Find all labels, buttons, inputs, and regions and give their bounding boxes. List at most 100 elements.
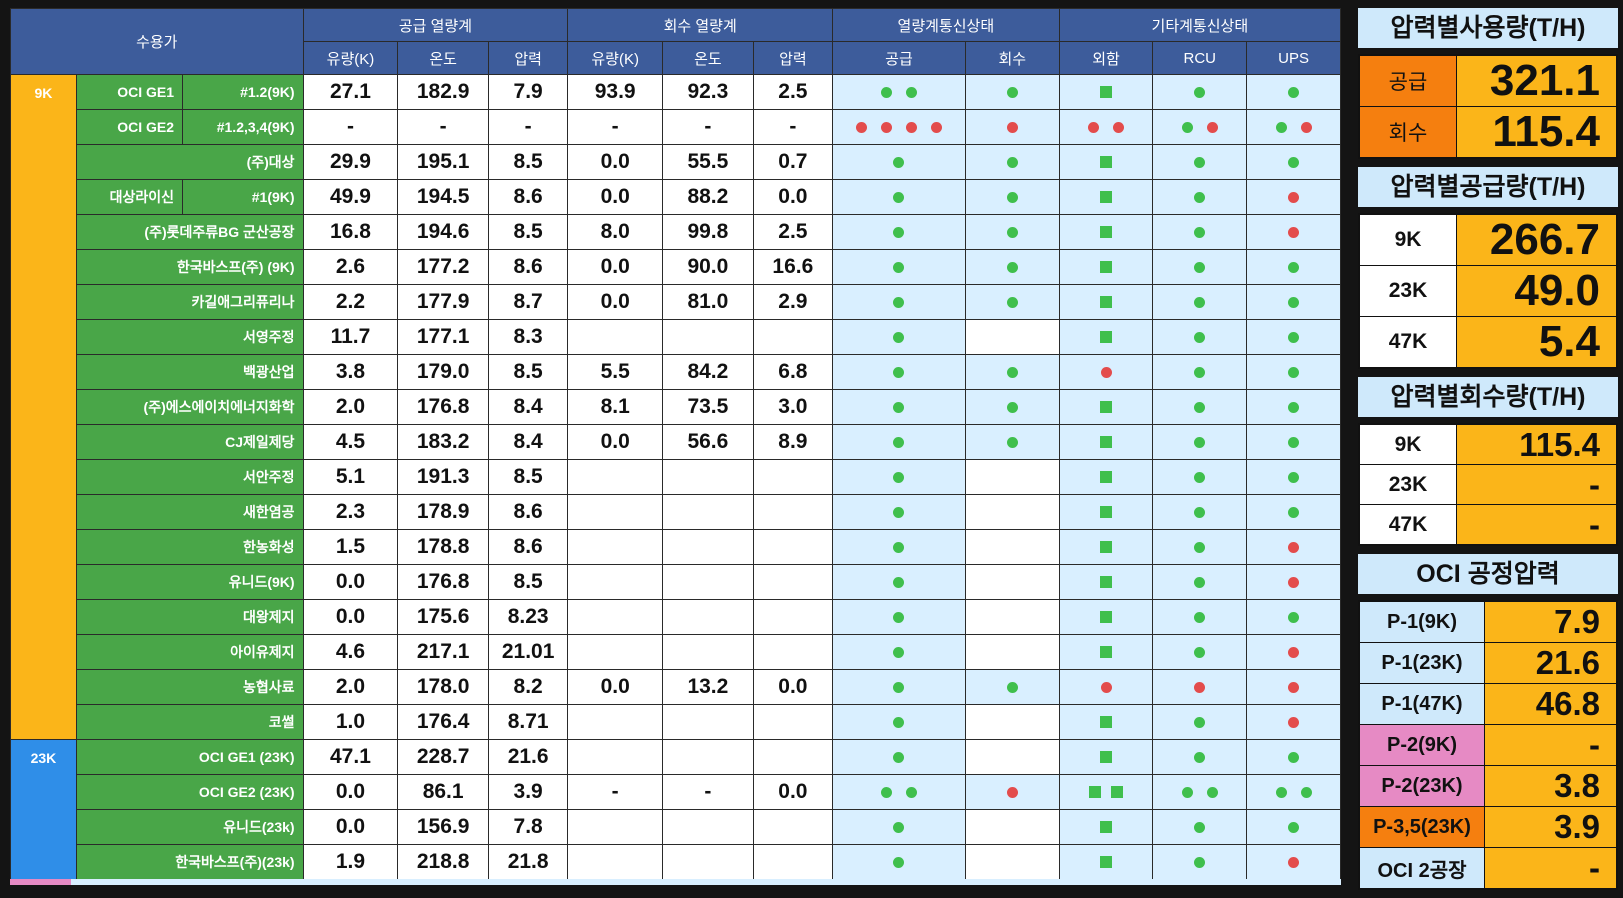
status-ok-icon xyxy=(893,646,905,658)
status-cell xyxy=(832,354,966,390)
status-ok-icon xyxy=(1288,86,1300,98)
table-row[interactable]: 카길애그리퓨리나 2.2 177.9 8.7 0.0 81.0 2.9 xyxy=(11,284,1341,320)
value-r-press xyxy=(752,844,834,880)
status-cell xyxy=(832,389,966,425)
status-cell xyxy=(1058,669,1154,705)
next-group-stripe xyxy=(10,879,71,885)
status-ok-icon xyxy=(1288,261,1300,273)
value-r-flow xyxy=(567,494,664,530)
value-s-flow: 16.8 xyxy=(302,214,399,250)
oci-box: P-1(9K) 7.9 P-1(23K) 21.6 P-1(47K) 46.8 P-2(9K… xyxy=(1358,600,1618,890)
status-cell xyxy=(1152,739,1248,775)
col-return-temp: 온도 xyxy=(662,41,754,75)
status-ok-icon xyxy=(905,786,917,798)
status-cell xyxy=(1246,529,1341,565)
table-row[interactable]: 서영주정 11.7 177.1 8.3 xyxy=(11,319,1341,355)
status-ok-square-icon xyxy=(1100,611,1113,623)
status-ok-square-icon xyxy=(1100,261,1113,273)
table-row[interactable]: 코썰 1.0 176.4 8.71 xyxy=(11,704,1341,740)
status-ok-icon xyxy=(893,821,905,833)
table-row[interactable]: (주)대상 29.9 195.1 8.5 0.0 55.5 0.7 xyxy=(11,144,1341,180)
status-ok-icon xyxy=(893,541,905,553)
table-row[interactable]: 유니드(9K) 0.0 176.8 8.5 xyxy=(11,564,1341,600)
table-row[interactable]: 9K OCI GE1 #1.2(9K) 27.1 182.9 7.9 93.9 92.3 2.5 xyxy=(10,74,1341,740)
oci-label: P-1(9K) xyxy=(1360,602,1484,642)
status-ok-icon xyxy=(1006,681,1018,693)
table-row[interactable]: 농협사료 2.0 178.0 8.2 0.0 13.2 0.0 xyxy=(11,669,1341,705)
customer-name: 농협사료 xyxy=(75,669,304,705)
summary-panel: 압력별사용량(T/H) 공급 321.1 회수 115.4 압력별공급량(T/H) 9… xyxy=(1358,8,1618,898)
table-row[interactable]: (주)롯데주류BG 군산공장 16.8 194.6 8.5 8.0 99.8 2.5 xyxy=(11,214,1341,250)
status-fault-icon xyxy=(1288,541,1300,553)
customer-name: 코썰 xyxy=(75,704,304,740)
oci-value: 21.6 xyxy=(1485,643,1616,683)
oci-value: 46.8 xyxy=(1485,684,1616,724)
table-row[interactable]: OCI GE2 #1.2,3,4(9K) - - - - - - xyxy=(11,109,1341,145)
status-cell xyxy=(832,459,966,495)
value-s-temp: 176.8 xyxy=(397,389,489,425)
value-s-flow: 2.6 xyxy=(302,249,399,285)
table-row[interactable]: 한국바스프(주)(23k) 1.9 218.8 21.8 xyxy=(11,844,1341,880)
usage-label: 회수 xyxy=(1360,107,1456,157)
status-cell xyxy=(1246,494,1341,530)
status-fault-icon xyxy=(1194,681,1206,693)
table-row[interactable]: 23K OCI GE1 (23K) 47.1 228.7 21.6 xyxy=(10,739,1341,880)
status-cell xyxy=(832,669,966,705)
status-cell xyxy=(832,74,966,110)
oci-row: P-2(9K) - xyxy=(1360,725,1616,765)
table-row[interactable]: OCI GE2 (23K) 0.0 86.1 3.9- -0.0 xyxy=(11,774,1341,810)
status-fault-icon xyxy=(1288,191,1300,203)
return-row: 47K - xyxy=(1360,505,1616,544)
status-cell xyxy=(1058,459,1154,495)
table-row[interactable]: 유니드(23k) 0.0 156.9 7.8 xyxy=(11,809,1341,845)
return-row: 23K - xyxy=(1360,465,1616,504)
table-row[interactable]: CJ제일제당 4.5 183.2 8.4 0.0 56.6 8.9 xyxy=(11,424,1341,460)
oci-value: 7.9 xyxy=(1485,602,1616,642)
table-row[interactable]: 대상라이신 #1(9K) 49.9 194.5 8.6 0.0 88.2 0.0 xyxy=(11,179,1341,215)
status-cell xyxy=(1246,634,1341,670)
table-row[interactable]: 백광산업 3.8 179.0 8.5 5.5 84.2 6.8 xyxy=(11,354,1341,390)
value-s-temp: 177.1 xyxy=(397,319,489,355)
supply-row: 9K 266.7 xyxy=(1360,215,1616,265)
status-cell xyxy=(964,109,1060,145)
table-row[interactable]: 한농화성 1.5 178.8 8.6 xyxy=(11,529,1341,565)
status-ok-icon xyxy=(1206,786,1218,798)
status-cell xyxy=(1058,354,1154,390)
col-supply-temp: 온도 xyxy=(397,41,489,75)
table-row[interactable]: 아이유제지 4.6 217.1 21.01 xyxy=(11,634,1341,670)
status-cell xyxy=(1152,389,1248,425)
table-row[interactable]: 한국바스프(주) (9K) 2.6 177.2 8.6 0.0 90.0 16.6 xyxy=(11,249,1341,285)
customer-name: 대왕제지 xyxy=(75,599,304,635)
value-r-flow: - xyxy=(567,109,664,145)
value-r-flow xyxy=(567,739,664,775)
oci-label: P-2(23K) xyxy=(1360,766,1484,806)
status-cell xyxy=(832,704,966,740)
status-fault-icon xyxy=(1288,681,1300,693)
status-fault-icon xyxy=(1288,226,1300,238)
value-r-press xyxy=(752,459,834,495)
value-s-press: 8.5 xyxy=(487,144,569,180)
col-meter-comm: 열량계통신상태 xyxy=(832,8,1060,42)
status-ok-square-icon xyxy=(1100,226,1113,238)
value-r-flow xyxy=(567,809,664,845)
table-row[interactable]: 대왕제지 0.0 175.6 8.23 xyxy=(11,599,1341,635)
status-ok-icon xyxy=(893,681,905,693)
value-s-press: 8.3 xyxy=(487,319,569,355)
status-cell xyxy=(964,739,1060,775)
value-s-press: 21.01 xyxy=(487,634,569,670)
value-r-flow: 8.1 xyxy=(567,389,664,425)
table-row[interactable]: (주)에스에이치에너지화학 2.0 176.8 8.4 8.1 73.5 3.0 xyxy=(11,389,1341,425)
oci-value: - xyxy=(1485,725,1616,765)
customer-heat-meter-table: 수용가 공급 열량계 회수 열량계 열량계통신상태 기타계통신상태 유량(K) … xyxy=(10,8,1342,880)
status-cell xyxy=(964,354,1060,390)
col-return-meter: 회수 열량계 xyxy=(567,8,834,42)
value-s-temp: 228.7 xyxy=(397,739,489,775)
status-ok-icon xyxy=(1194,331,1206,343)
table-row[interactable]: 서안주정 5.1 191.3 8.5 xyxy=(11,459,1341,495)
value-s-flow: 29.9 xyxy=(302,144,399,180)
status-ok-icon xyxy=(1194,296,1206,308)
oci-value: 3.8 xyxy=(1485,766,1616,806)
status-ok-icon xyxy=(1194,261,1206,273)
table-row[interactable]: 새한염공 2.3 178.9 8.6 xyxy=(11,494,1341,530)
oci-row: P-1(23K) 21.6 xyxy=(1360,643,1616,683)
